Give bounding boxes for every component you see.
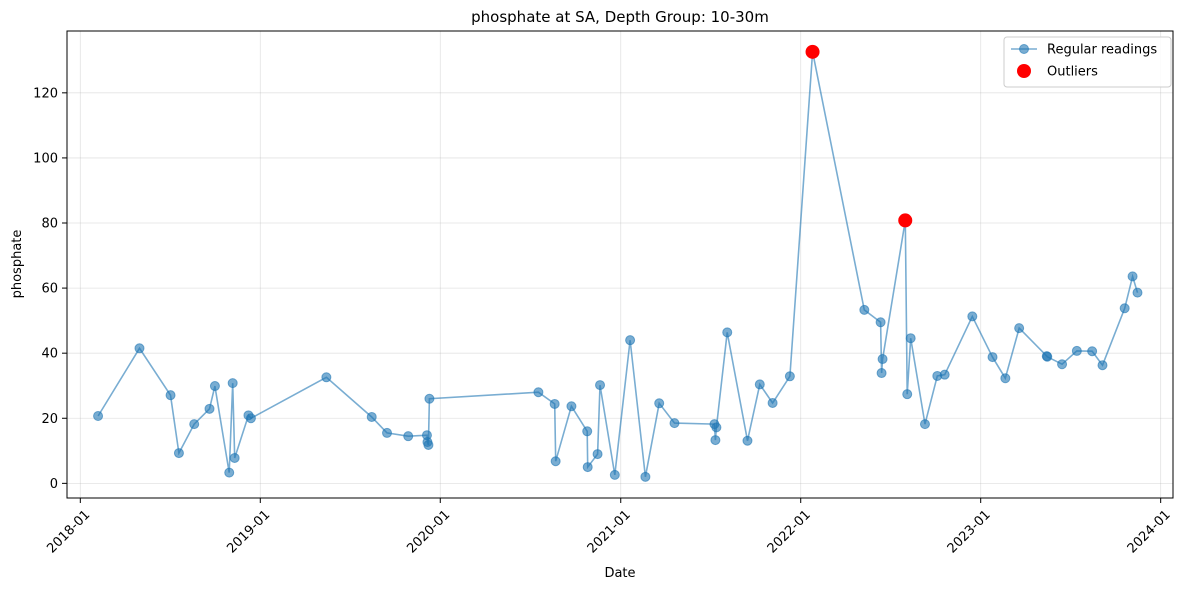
y-tick-label: 0 [50, 477, 58, 492]
data-point [876, 368, 887, 379]
y-tick-label: 100 [33, 151, 58, 166]
outlier-point [805, 44, 820, 59]
data-point [134, 343, 145, 354]
data-point [625, 335, 636, 346]
data-point [582, 426, 593, 437]
data-point [582, 462, 593, 473]
data-point [424, 393, 435, 404]
data-point [669, 418, 680, 429]
data-point [382, 427, 393, 438]
data-point [877, 354, 888, 365]
data-point [1042, 351, 1053, 362]
data-point [1087, 346, 1098, 357]
data-point [423, 439, 434, 450]
outlier-point [898, 213, 913, 228]
data-point [654, 398, 665, 409]
data-point [229, 452, 240, 463]
data-point [722, 327, 733, 338]
data-point [366, 411, 377, 422]
data-point [1097, 360, 1108, 371]
series-points-group [93, 46, 1143, 482]
data-point [566, 401, 577, 412]
data-point [784, 371, 795, 382]
data-point [550, 456, 561, 467]
legend-label-regular: Regular readings [1047, 43, 1157, 58]
legend-label-outliers: Outliers [1047, 65, 1098, 80]
data-point [967, 311, 978, 322]
y-tick-label: 40 [41, 347, 58, 362]
data-point [710, 435, 721, 446]
data-point [919, 419, 930, 430]
data-point [209, 381, 220, 392]
chart-title: phosphate at SA, Depth Group: 10-30m [471, 8, 769, 26]
outlier-points-group [805, 44, 913, 228]
data-point [609, 469, 620, 480]
data-point [767, 397, 778, 408]
data-point [173, 448, 184, 459]
data-point [902, 389, 913, 400]
y-axis-ticks: 0 20 40 60 80 100 120 [33, 86, 67, 492]
data-point [905, 333, 916, 344]
data-point [227, 378, 238, 389]
data-point [1000, 373, 1011, 384]
data-point [1127, 271, 1138, 282]
data-point [224, 467, 235, 478]
data-point [403, 431, 414, 442]
data-point [875, 317, 886, 328]
data-point [1057, 359, 1068, 370]
data-point [189, 419, 200, 430]
y-tick-label: 120 [33, 86, 58, 101]
y-tick-label: 20 [41, 412, 58, 427]
legend-marker-regular [1019, 44, 1029, 54]
legend: Regular readings Outliers [1003, 36, 1172, 88]
plot-frame [66, 30, 1174, 499]
data-point [754, 379, 765, 390]
data-point [1132, 287, 1143, 298]
legend-box [1003, 36, 1172, 88]
data-point [204, 403, 215, 414]
data-point [711, 422, 722, 433]
x-axis-label: Date [604, 566, 635, 581]
data-point [592, 449, 603, 460]
y-tick-label: 60 [41, 282, 58, 297]
data-point [245, 413, 256, 424]
data-point [93, 410, 104, 421]
data-point [321, 372, 332, 383]
y-axis-label: phosphate [10, 230, 25, 299]
data-point [640, 471, 651, 482]
data-point [595, 380, 606, 391]
grid-lines [67, 31, 1173, 498]
data-point [742, 435, 753, 446]
data-point [987, 352, 998, 363]
data-point [1071, 345, 1082, 356]
data-point [1014, 323, 1025, 334]
data-point [939, 369, 950, 380]
data-point [859, 304, 870, 315]
data-point [165, 390, 176, 401]
data-point [549, 398, 560, 409]
y-tick-label: 80 [41, 217, 58, 232]
legend-marker-outliers [1017, 64, 1031, 78]
data-point [1119, 303, 1130, 314]
data-point [533, 387, 544, 398]
